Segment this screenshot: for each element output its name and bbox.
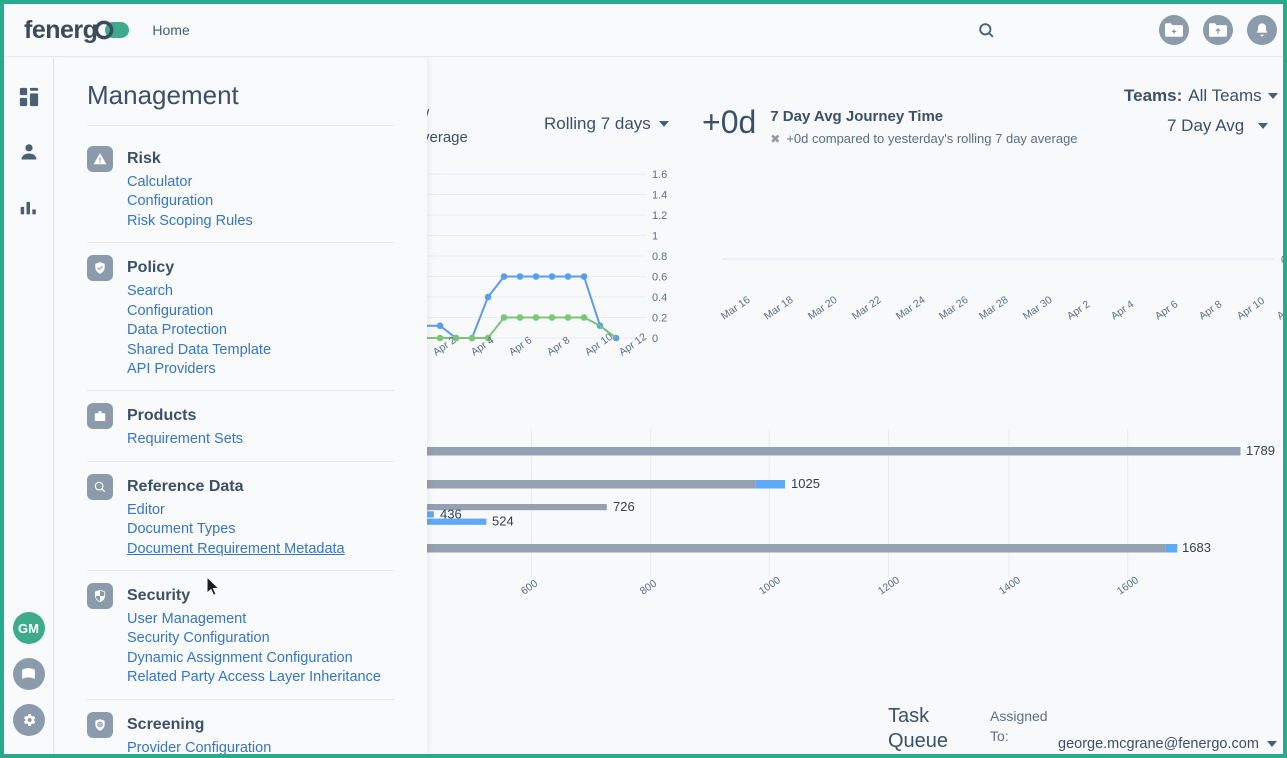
svg-text:0.8: 0.8	[652, 251, 667, 263]
svg-text:1.2: 1.2	[652, 210, 667, 222]
svg-text:1.6: 1.6	[652, 169, 667, 181]
svg-text:1: 1	[652, 231, 658, 243]
svg-text:Apr 2: Apr 2	[1065, 298, 1093, 322]
svg-text:Apr 10: Apr 10	[583, 331, 615, 359]
svg-text:0.6: 0.6	[652, 272, 667, 284]
svg-text:Apr 10: Apr 10	[1235, 295, 1267, 323]
svg-text:Mar 24: Mar 24	[894, 294, 928, 323]
svg-text:Apr 4: Apr 4	[1109, 298, 1137, 322]
svg-text:726: 726	[613, 499, 635, 514]
svg-text:1600: 1600	[1115, 574, 1141, 597]
svg-text:1025: 1025	[791, 476, 820, 491]
svg-text:Mar 22: Mar 22	[850, 294, 884, 323]
svg-text:0: 0	[652, 333, 658, 345]
svg-text:Apr 12: Apr 12	[617, 331, 649, 359]
svg-text:Mar 16: Mar 16	[719, 294, 753, 323]
svg-text:524: 524	[492, 514, 514, 529]
svg-text:1.4: 1.4	[652, 190, 667, 202]
svg-text:Mar 30: Mar 30	[1021, 294, 1055, 323]
svg-text:1400: 1400	[997, 574, 1023, 597]
svg-text:Apr 12: Apr 12	[1275, 295, 1287, 323]
svg-text:800: 800	[638, 577, 659, 597]
svg-text:0.4: 0.4	[652, 292, 667, 304]
svg-text:0.2: 0.2	[652, 313, 667, 325]
svg-text:Mar 18: Mar 18	[762, 294, 796, 323]
svg-text:Mar 26: Mar 26	[937, 294, 971, 323]
svg-text:Apr 8: Apr 8	[1197, 298, 1225, 322]
svg-text:1200: 1200	[876, 574, 902, 597]
svg-text:1683: 1683	[1182, 540, 1211, 555]
svg-text:0d: 0d	[1281, 254, 1287, 266]
svg-text:Apr 6: Apr 6	[1153, 298, 1181, 322]
svg-text:600: 600	[519, 577, 540, 597]
svg-text:1789: 1789	[1246, 443, 1275, 458]
svg-text:1000: 1000	[757, 574, 783, 597]
svg-text:Mar 20: Mar 20	[806, 294, 840, 323]
svg-text:Mar 28: Mar 28	[977, 294, 1011, 323]
